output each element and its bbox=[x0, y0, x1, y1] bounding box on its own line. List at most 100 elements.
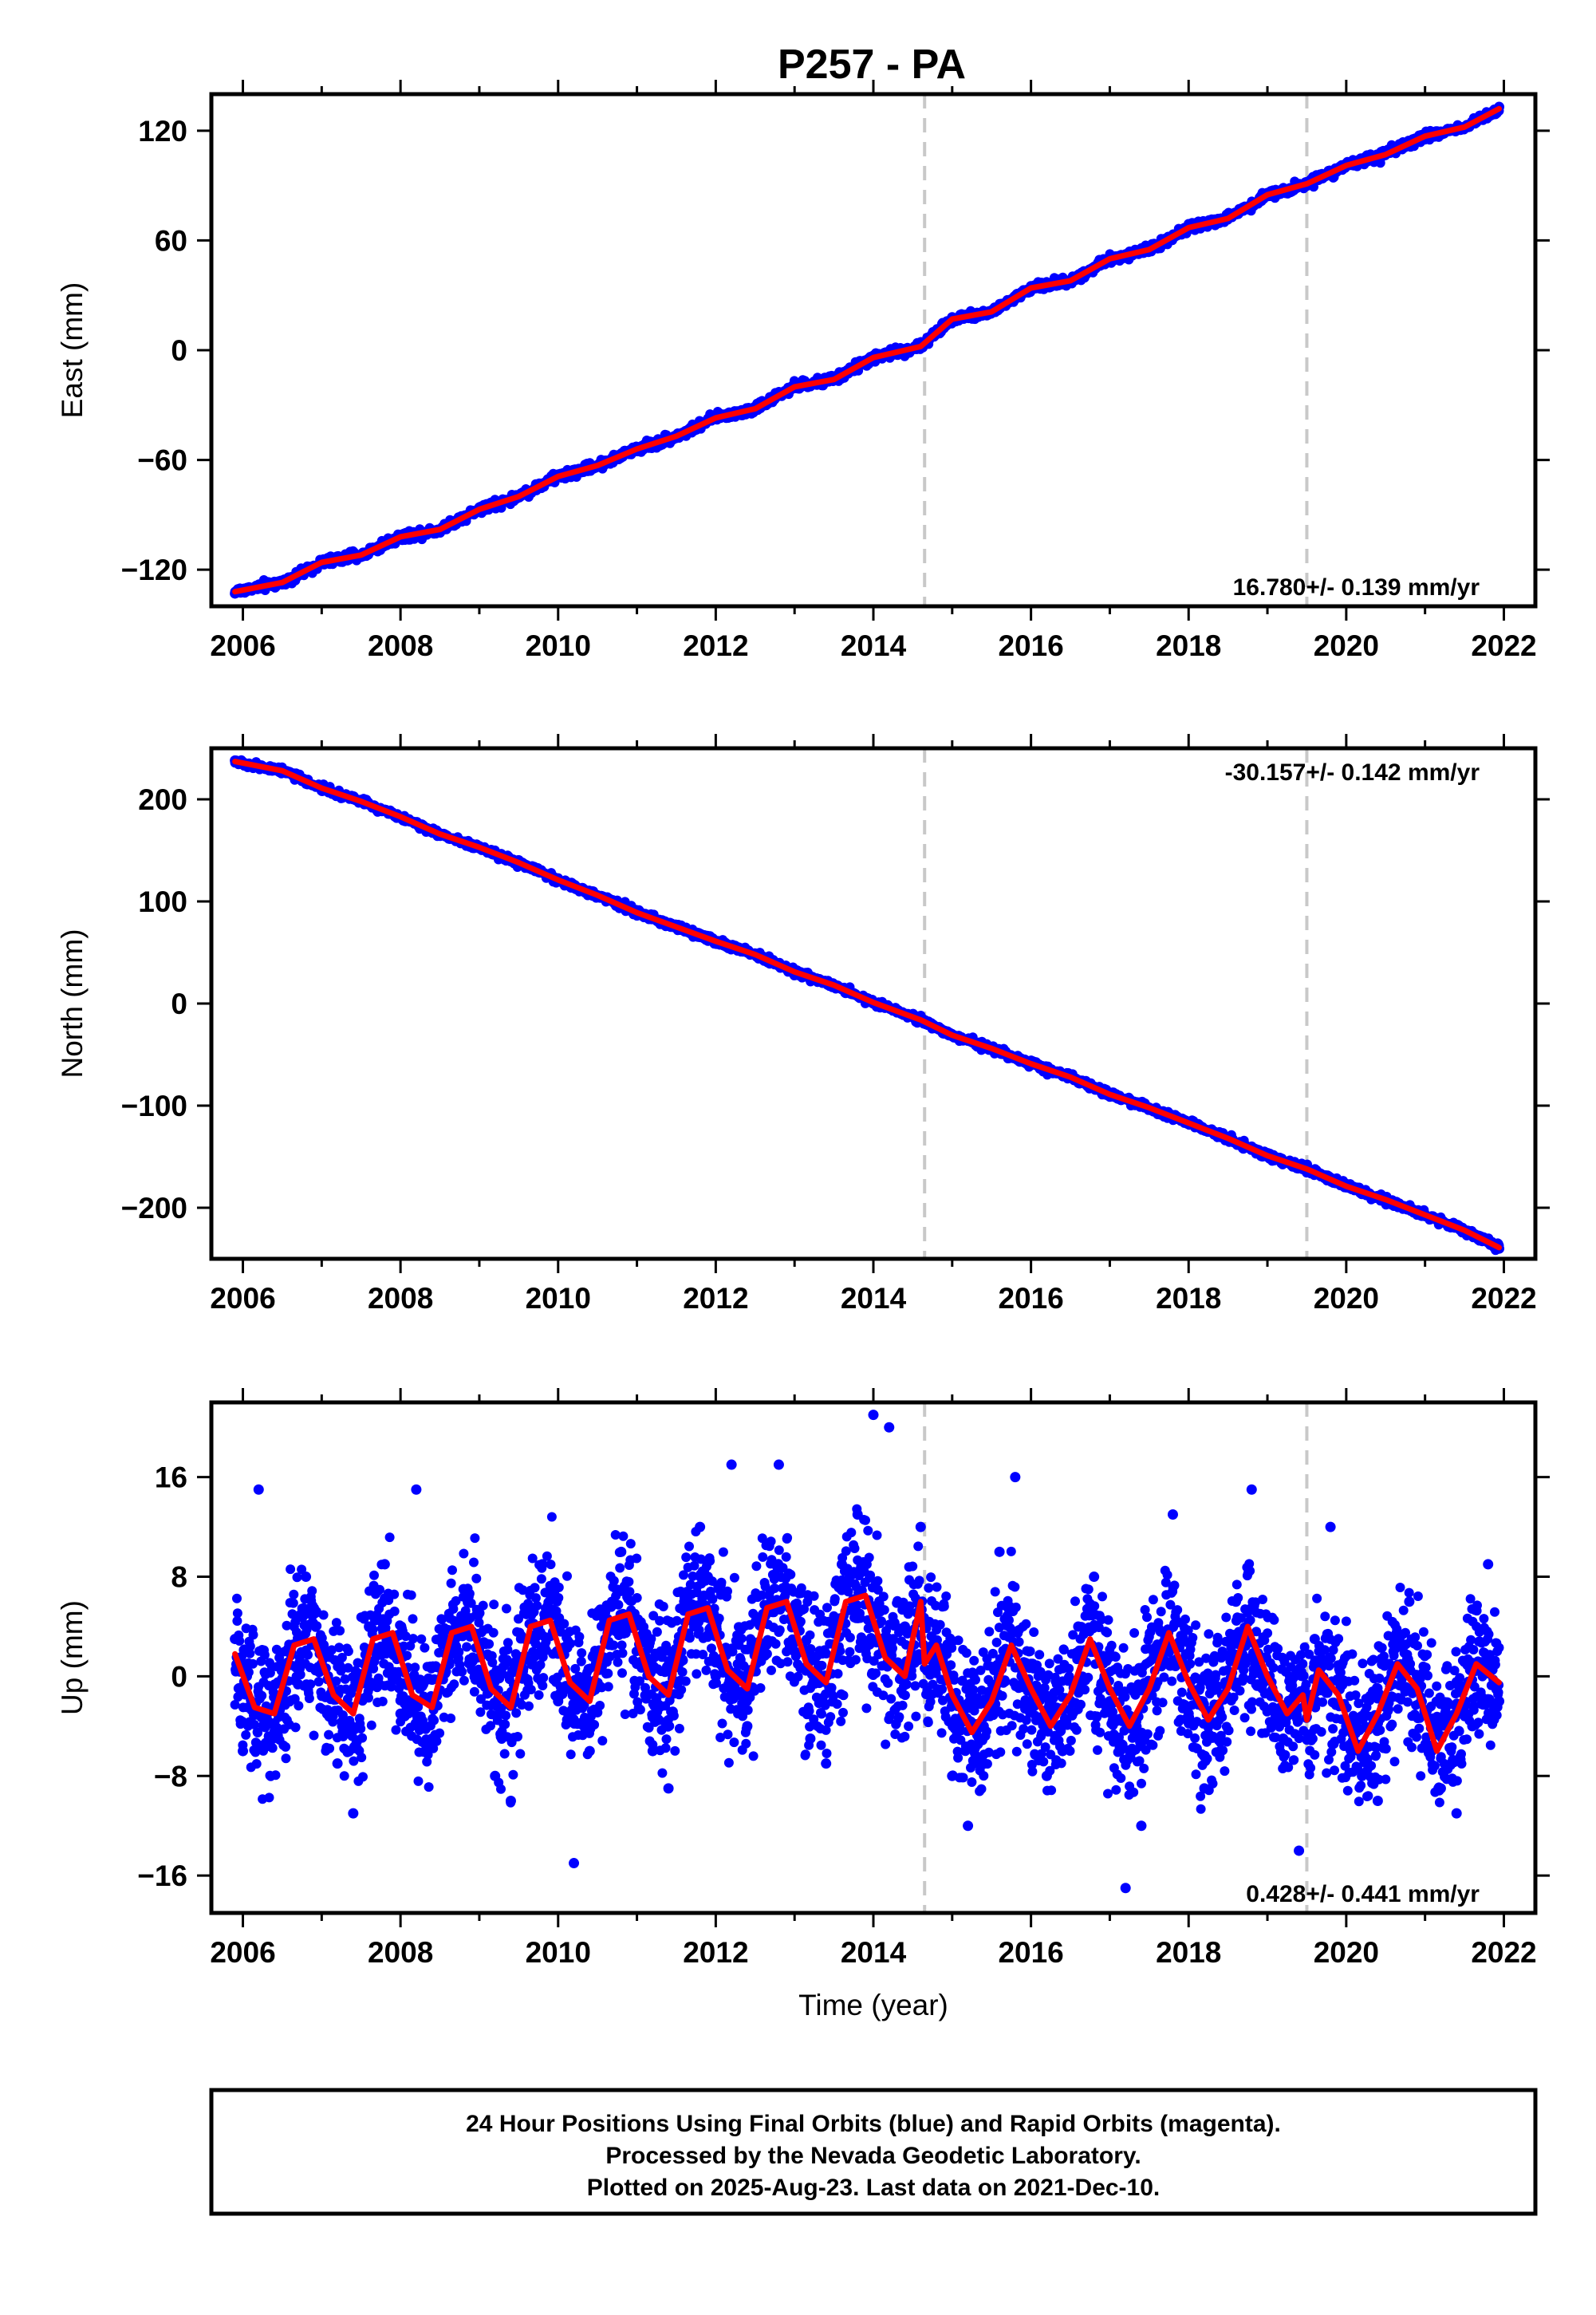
up-daily-point bbox=[435, 1728, 445, 1738]
up-daily-point bbox=[532, 1600, 542, 1611]
north-y-tick-label: 100 bbox=[138, 885, 187, 918]
up-daily-point bbox=[502, 1603, 511, 1614]
up-daily-point bbox=[375, 1584, 384, 1595]
up-daily-point bbox=[449, 1679, 459, 1690]
up-daily-point bbox=[257, 1690, 267, 1701]
up-daily-point bbox=[424, 1782, 434, 1792]
up-daily-point bbox=[597, 1736, 608, 1746]
up-daily-point bbox=[496, 1784, 506, 1794]
north-x-tick-label: 2022 bbox=[1471, 1282, 1536, 1315]
up-daily-point bbox=[574, 1631, 585, 1642]
up-daily-point bbox=[546, 1560, 556, 1570]
up-daily-point bbox=[500, 1719, 510, 1729]
up-daily-point bbox=[357, 1753, 367, 1763]
up-daily-point bbox=[281, 1741, 291, 1752]
east-y-axis-label: East (mm) bbox=[56, 282, 89, 419]
up-daily-point bbox=[324, 1729, 334, 1740]
up-daily-point bbox=[635, 1705, 645, 1715]
up-daily-point bbox=[464, 1588, 475, 1599]
up-daily-point bbox=[286, 1564, 296, 1575]
up-daily-point bbox=[304, 1694, 314, 1703]
north-y-axis-label: North (mm) bbox=[56, 929, 89, 1078]
up-daily-point bbox=[389, 1606, 400, 1616]
north-x-tick-label: 2018 bbox=[1156, 1282, 1221, 1315]
north-y-tick-label: −200 bbox=[121, 1192, 187, 1225]
up-daily-point bbox=[447, 1565, 457, 1576]
up-daily-point bbox=[554, 1582, 564, 1592]
figure-title: P257 - PA bbox=[778, 41, 966, 88]
up-data-point bbox=[994, 1546, 1005, 1557]
up-daily-point bbox=[589, 1720, 600, 1729]
up-daily-point bbox=[318, 1610, 329, 1620]
up-daily-point bbox=[305, 1679, 316, 1690]
up-daily-point bbox=[331, 1676, 341, 1686]
up-daily-point bbox=[368, 1624, 378, 1635]
up-daily-point bbox=[232, 1593, 242, 1603]
up-daily-point bbox=[267, 1743, 278, 1753]
east-y-tick-label: 60 bbox=[155, 224, 187, 257]
up-daily-point bbox=[546, 1512, 557, 1522]
up-daily-point bbox=[312, 1621, 322, 1631]
up-daily-point bbox=[241, 1729, 251, 1740]
up-daily-point bbox=[245, 1641, 255, 1651]
up-daily-point bbox=[251, 1759, 262, 1769]
up-daily-point bbox=[488, 1627, 499, 1638]
up-data-point bbox=[1246, 1484, 1257, 1495]
up-daily-point bbox=[499, 1749, 510, 1759]
north-data-points bbox=[230, 755, 1505, 1256]
up-daily-point bbox=[389, 1589, 400, 1599]
up-data-point bbox=[1167, 1508, 1178, 1520]
up-daily-point bbox=[625, 1539, 636, 1549]
east-daily-point-cloud bbox=[230, 102, 1504, 598]
up-daily-point bbox=[613, 1599, 624, 1610]
up-daily-point-cloud bbox=[230, 1504, 1504, 1814]
east-x-tick-label: 2008 bbox=[368, 629, 433, 662]
up-daily-point bbox=[515, 1749, 526, 1759]
up-data-point bbox=[726, 1459, 737, 1470]
east-data-points bbox=[230, 101, 1505, 599]
up-daily-point bbox=[264, 1792, 274, 1803]
up-daily-point bbox=[469, 1686, 479, 1697]
up-daily-point bbox=[376, 1560, 387, 1570]
up-daily-point bbox=[259, 1650, 270, 1660]
up-daily-point bbox=[501, 1710, 511, 1721]
up-daily-point bbox=[632, 1593, 642, 1603]
up-data-point bbox=[663, 1783, 674, 1794]
up-daily-point bbox=[559, 1619, 569, 1629]
up-daily-point bbox=[632, 1553, 642, 1564]
up-data-point bbox=[915, 1521, 926, 1532]
up-daily-point bbox=[303, 1650, 313, 1660]
up-daily-point bbox=[489, 1599, 499, 1610]
north-event-lines bbox=[923, 748, 1309, 1259]
up-daily-point bbox=[295, 1670, 305, 1680]
up-data-point bbox=[332, 1758, 343, 1769]
up-daily-point bbox=[232, 1608, 242, 1619]
east-y-tick-label: −60 bbox=[137, 444, 187, 477]
up-daily-point bbox=[613, 1657, 623, 1667]
up-daily-point bbox=[408, 1614, 418, 1624]
up-daily-point bbox=[484, 1639, 495, 1649]
up-daily-point bbox=[369, 1570, 379, 1580]
up-daily-point bbox=[536, 1574, 546, 1584]
up-data-point bbox=[1483, 1559, 1494, 1570]
up-data-point bbox=[1372, 1796, 1383, 1807]
east-x-tick-label: 2010 bbox=[526, 629, 591, 662]
up-daily-point bbox=[364, 1693, 373, 1703]
up-daily-point bbox=[618, 1531, 629, 1541]
up-daily-point bbox=[582, 1749, 593, 1760]
up-daily-point bbox=[511, 1708, 522, 1718]
up-data-point bbox=[411, 1484, 422, 1495]
up-daily-point bbox=[614, 1548, 625, 1557]
north-y-tick-label: −100 bbox=[121, 1090, 187, 1122]
up-daily-point bbox=[617, 1648, 628, 1658]
north-rate-label: -30.157+/- 0.142 mm/yr bbox=[1225, 759, 1480, 786]
up-data-point bbox=[348, 1808, 359, 1819]
north-x-tick-label: 2006 bbox=[210, 1282, 275, 1315]
east-x-tick-label: 2022 bbox=[1471, 629, 1536, 662]
up-daily-point bbox=[459, 1548, 469, 1559]
north-daily-point-cloud bbox=[230, 755, 1504, 1256]
